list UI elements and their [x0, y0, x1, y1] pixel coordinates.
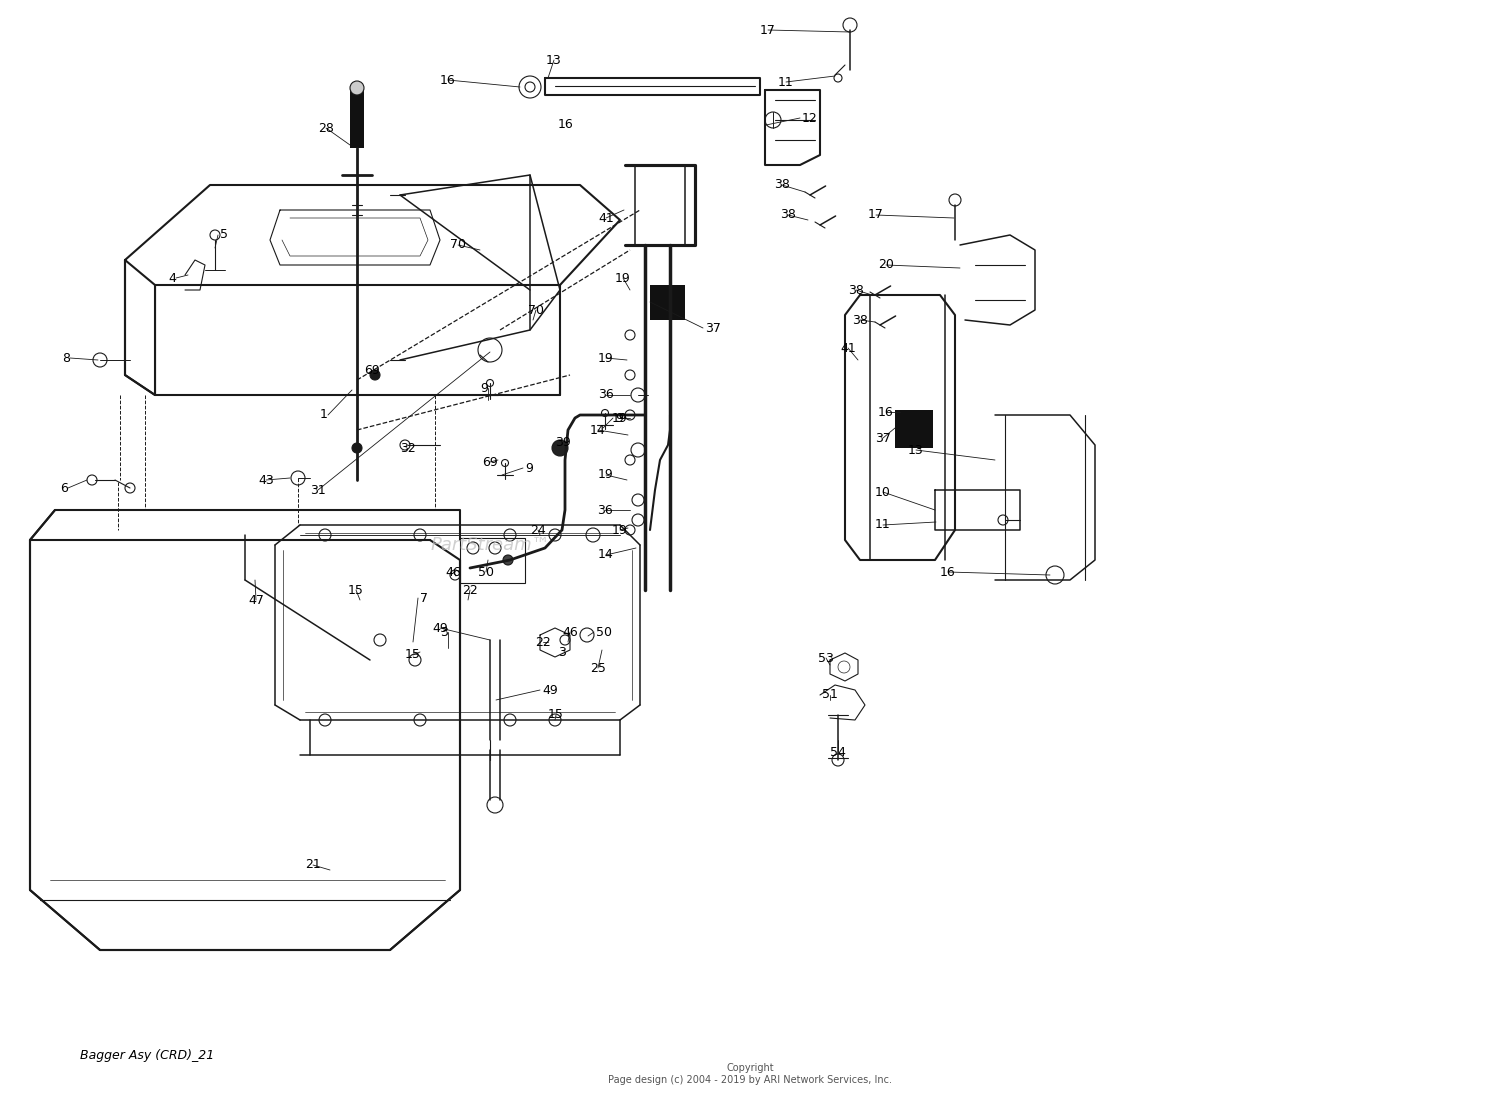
Text: 69: 69: [482, 456, 498, 468]
Text: 15: 15: [548, 708, 564, 721]
Text: 19: 19: [615, 272, 630, 285]
Text: 11: 11: [778, 76, 794, 89]
Text: 16: 16: [558, 118, 573, 132]
Circle shape: [350, 81, 364, 95]
Circle shape: [503, 555, 513, 566]
Text: 43: 43: [258, 473, 273, 487]
Text: 5: 5: [220, 228, 228, 241]
Text: 16: 16: [878, 406, 894, 419]
Text: 22: 22: [462, 583, 477, 596]
Text: 37: 37: [705, 321, 722, 334]
Text: 15: 15: [348, 583, 364, 596]
Text: 54: 54: [830, 745, 846, 758]
Text: 13: 13: [546, 54, 561, 67]
Text: 70: 70: [528, 304, 544, 317]
Text: 53: 53: [818, 651, 834, 664]
Text: 9: 9: [525, 461, 532, 475]
Text: 39: 39: [555, 435, 570, 448]
Text: 28: 28: [318, 122, 334, 135]
Text: 24: 24: [530, 524, 546, 537]
Circle shape: [552, 439, 568, 456]
Text: 4: 4: [168, 272, 176, 285]
Text: 50: 50: [478, 566, 494, 579]
Text: 12: 12: [802, 112, 818, 125]
Text: 38: 38: [852, 313, 868, 327]
Bar: [650, 285, 686, 320]
Text: 49: 49: [432, 621, 447, 635]
Text: 25: 25: [590, 662, 606, 674]
Text: Bagger Asy (CRD)_21: Bagger Asy (CRD)_21: [80, 1049, 214, 1062]
Text: 3: 3: [558, 646, 566, 659]
Text: 14: 14: [598, 548, 613, 561]
Text: 17: 17: [760, 23, 776, 36]
Text: 51: 51: [822, 688, 839, 701]
Text: 6: 6: [60, 481, 68, 494]
Text: 11: 11: [874, 518, 891, 532]
Text: 14: 14: [590, 423, 606, 436]
Text: 9: 9: [615, 411, 622, 424]
Text: 20: 20: [878, 259, 894, 272]
Text: 17: 17: [868, 208, 883, 221]
Text: 46: 46: [562, 626, 578, 639]
Text: 36: 36: [597, 503, 612, 516]
Text: 49: 49: [542, 684, 558, 696]
Text: PartStream™: PartStream™: [430, 536, 550, 553]
Text: 13: 13: [908, 444, 924, 457]
Text: 7: 7: [420, 592, 428, 605]
Text: 19: 19: [598, 468, 613, 481]
Text: 41: 41: [840, 342, 855, 354]
Bar: [896, 410, 933, 448]
Text: 19: 19: [598, 352, 613, 365]
Text: 19: 19: [612, 524, 627, 537]
Text: 1: 1: [320, 409, 328, 422]
Text: 69: 69: [364, 364, 380, 377]
Text: 38: 38: [847, 284, 864, 297]
Bar: [460, 538, 525, 583]
Text: 37: 37: [874, 432, 891, 445]
Text: 50: 50: [596, 626, 612, 639]
Bar: [350, 88, 364, 148]
Circle shape: [352, 443, 362, 453]
Text: 31: 31: [310, 483, 326, 496]
Text: 21: 21: [304, 858, 321, 871]
Text: 47: 47: [248, 594, 264, 606]
Text: 9: 9: [480, 381, 488, 395]
Text: 3: 3: [440, 626, 448, 639]
Text: Copyright: Copyright: [726, 1063, 774, 1073]
Text: Page design (c) 2004 - 2019 by ARI Network Services, Inc.: Page design (c) 2004 - 2019 by ARI Netwo…: [608, 1075, 892, 1085]
Text: 10: 10: [874, 486, 891, 499]
Text: 70: 70: [450, 239, 466, 251]
Text: 19: 19: [612, 411, 627, 424]
Text: 46: 46: [446, 566, 460, 579]
Circle shape: [370, 370, 380, 380]
Text: 16: 16: [940, 566, 956, 579]
Text: 32: 32: [400, 442, 416, 455]
Text: 22: 22: [536, 636, 550, 649]
Text: 36: 36: [598, 388, 613, 401]
Text: 38: 38: [780, 208, 796, 221]
Text: 15: 15: [405, 649, 422, 662]
Text: 16: 16: [440, 73, 456, 87]
Text: 8: 8: [62, 352, 70, 365]
Text: 41: 41: [598, 212, 613, 225]
Text: 38: 38: [774, 179, 790, 192]
